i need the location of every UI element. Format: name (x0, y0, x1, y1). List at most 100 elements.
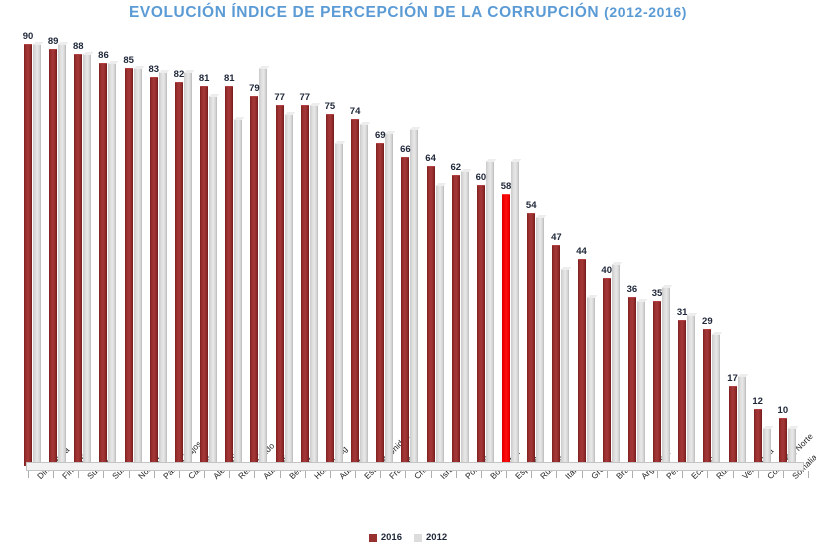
bar-2012[interactable] (762, 427, 771, 466)
legend-label: 2012 (426, 532, 448, 543)
bar-2012[interactable] (234, 119, 243, 466)
bar-2016[interactable] (577, 259, 586, 466)
bar-2016[interactable] (225, 86, 234, 466)
bar-2012[interactable] (636, 301, 645, 466)
axis-tick (682, 471, 684, 478)
bar-2012[interactable] (687, 315, 696, 466)
bar-2016[interactable] (753, 408, 762, 466)
bar-2012[interactable] (58, 44, 67, 466)
bar-group: 35 (652, 22, 678, 466)
bar-2012[interactable] (183, 72, 192, 466)
bar-group: 66 (400, 22, 426, 466)
bar-value-label: 83 (148, 64, 160, 76)
plot-area: 90 89 88 86 85 83 82 81 81 79 77 77 75 74 69 66 64 62 60 58… (22, 22, 802, 466)
legend-item-2012[interactable]: 2012 (414, 532, 447, 543)
bar-2016[interactable] (49, 49, 58, 466)
legend-swatch-icon (368, 533, 377, 542)
axis-floor (26, 462, 804, 471)
bar-2016[interactable] (351, 119, 360, 466)
bar-2012[interactable] (259, 67, 268, 466)
bar-2016[interactable] (703, 329, 712, 466)
axis-tick (229, 471, 231, 478)
bar-2012[interactable] (536, 217, 545, 466)
bar-2012[interactable] (108, 63, 117, 466)
bar-2016[interactable] (250, 95, 259, 466)
bar-2012[interactable] (33, 44, 41, 466)
bar-group: 77 (299, 22, 326, 466)
bar-2016[interactable] (401, 156, 410, 466)
bar-2016[interactable] (200, 86, 209, 466)
bar-value-label: 90 (22, 31, 34, 43)
bar-2016[interactable] (552, 245, 561, 466)
bar-2012[interactable] (133, 67, 142, 466)
bar-2016[interactable] (99, 63, 108, 466)
bar-2016[interactable] (74, 53, 83, 466)
bar-value-label: 86 (98, 50, 109, 62)
axis-tick (304, 471, 306, 478)
bar-2012[interactable] (83, 53, 92, 466)
bar-value-label: 29 (702, 316, 713, 328)
bar-2016[interactable] (124, 67, 133, 466)
bar-group: 40 (601, 22, 628, 466)
bar-2016[interactable] (778, 418, 787, 466)
bar-2016[interactable] (300, 105, 309, 466)
bar-2012[interactable] (787, 427, 796, 466)
axis-tick (380, 471, 382, 478)
bar-2012[interactable] (385, 133, 394, 466)
bar-2012[interactable] (435, 184, 444, 466)
axis-tick (657, 471, 659, 478)
bar-value-label: 81 (198, 73, 210, 85)
bar-2012[interactable] (712, 334, 721, 466)
bar-2016[interactable] (627, 296, 636, 466)
bar-2012[interactable] (410, 128, 419, 466)
axis-tick (581, 471, 583, 478)
bar-2016[interactable] (24, 44, 32, 466)
chart-legend: 2016 2012 (0, 532, 816, 543)
bar-2016[interactable] (275, 105, 284, 466)
bar-2012[interactable] (209, 95, 218, 466)
bar-value-label: 36 (626, 283, 638, 295)
legend-item-2016[interactable]: 2016 (368, 532, 402, 543)
bar-2012[interactable] (334, 142, 343, 466)
axis-tick (204, 471, 206, 478)
bar-2016[interactable] (325, 114, 334, 466)
bar-2016[interactable] (426, 165, 435, 466)
bar-2016[interactable] (149, 77, 158, 466)
bar-2016[interactable] (174, 81, 183, 466)
bar-group: 54 (526, 22, 552, 466)
bar-group: 36 (627, 22, 653, 466)
bar-2012[interactable] (460, 170, 469, 466)
bar-value-label: 66 (400, 143, 411, 155)
bar-2012[interactable] (586, 296, 595, 466)
bar-2012[interactable] (662, 287, 671, 466)
axis-tick (103, 471, 105, 478)
bar-2016[interactable] (476, 184, 485, 466)
bar-2016[interactable] (602, 278, 611, 466)
bar-2016[interactable] (502, 193, 511, 466)
bar-2012[interactable] (158, 72, 167, 466)
bar-2016[interactable] (527, 212, 536, 466)
bar-2012[interactable] (309, 105, 318, 466)
axis-tick (405, 471, 407, 478)
axis-tick (153, 471, 155, 478)
bar-2012[interactable] (561, 268, 570, 466)
bar-group: 83 (149, 22, 175, 466)
axis-tick (631, 471, 633, 478)
bar-2016[interactable] (653, 301, 662, 466)
bar-group: 44 (576, 22, 603, 466)
bar-2012[interactable] (511, 161, 520, 466)
axis-tick (53, 471, 55, 478)
bar-2016[interactable] (451, 175, 460, 466)
bar-2012[interactable] (284, 114, 293, 466)
bar-group: 69 (375, 22, 401, 466)
axis-tick (757, 471, 759, 478)
bar-2012[interactable] (611, 264, 620, 466)
bar-2012[interactable] (360, 123, 369, 466)
bar-2016[interactable] (728, 385, 737, 466)
x-axis-baseline (22, 462, 809, 478)
bar-2016[interactable] (376, 142, 385, 466)
bar-2016[interactable] (678, 320, 687, 466)
bar-2012[interactable] (737, 376, 746, 466)
bar-2012[interactable] (485, 161, 494, 466)
